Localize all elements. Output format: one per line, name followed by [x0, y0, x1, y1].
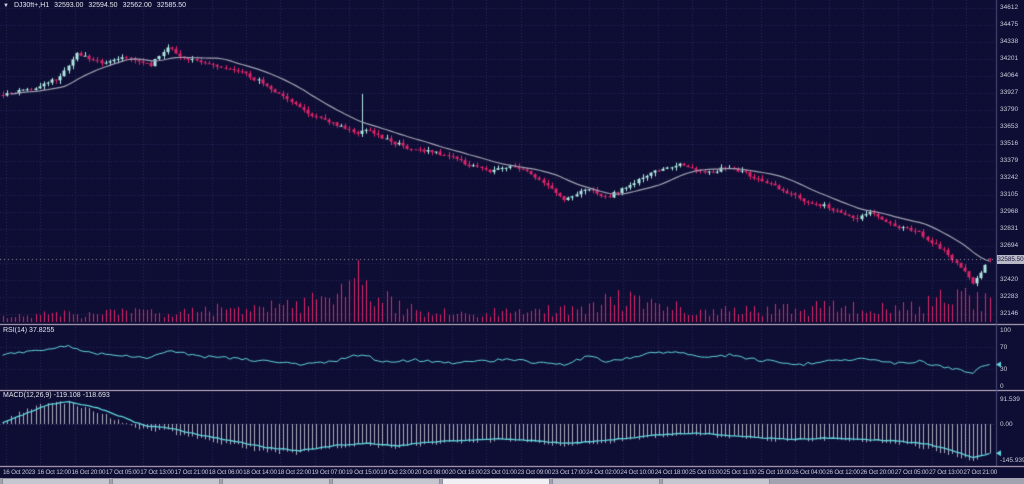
time-axis-label: 26 Oct 20:00: [860, 469, 895, 476]
chart-tab-active[interactable]: [442, 478, 550, 484]
symbol-dropdown-icon[interactable]: ▼: [3, 2, 9, 9]
rsi-indicator-label: RSI(14) 37.8255: [3, 327, 55, 334]
price-axis-label: 32420: [1000, 276, 1019, 283]
time-axis-label: 26 Oct 12:00: [826, 469, 860, 476]
time-axis-label: 25 Oct 03:00: [689, 469, 723, 476]
price-axis-label: 34475: [1000, 21, 1019, 28]
price-axis-label: 32831: [1000, 225, 1019, 232]
chart-tab[interactable]: [552, 478, 660, 484]
price-axis-label: 33790: [1000, 106, 1019, 113]
ohlc-close: 32585.50: [156, 2, 186, 9]
time-axis-label: 19 Oct 15:00: [346, 469, 380, 476]
chart-tab[interactable]: [222, 478, 330, 484]
time-axis-label: 26 Oct 04:00: [791, 469, 826, 476]
rsi-axis-label: 30: [1000, 365, 1008, 373]
price-axis-label: 32283: [1000, 293, 1019, 300]
time-axis-label: 18 Oct 14:00: [243, 469, 277, 476]
chart-tab[interactable]: [2, 478, 110, 484]
price-axis-label: 32968: [1000, 208, 1019, 215]
time-axis-label: 24 Oct 02:00: [586, 469, 620, 476]
time-axis-label: 24 Oct 10:00: [620, 469, 655, 476]
time-axis-label: 27 Oct 21:00: [963, 469, 998, 476]
chart-tab-bar: [0, 478, 1024, 484]
time-axis-label: 20 Oct 16:00: [448, 469, 483, 476]
time-axis-label: 24 Oct 18:00: [654, 469, 689, 476]
time-axis-label: 27 Oct 05:00: [894, 469, 929, 476]
time-axis-label: 18 Oct 06:00: [208, 469, 243, 476]
rsi-axis-label: 70: [1000, 343, 1008, 351]
time-axis-label: 19 Oct 07:00: [311, 469, 346, 476]
price-axis-label: 33242: [1000, 174, 1019, 181]
time-axis-label: 27 Oct 13:00: [929, 469, 963, 476]
time-axis-label: 23 Oct 01:00: [483, 469, 517, 476]
price-axis-label: 34338: [1000, 38, 1019, 45]
price-axis-label: 33516: [1000, 140, 1019, 147]
price-axis-label: 34612: [1000, 4, 1019, 11]
macd-axis-label: 0.00: [1000, 421, 1013, 428]
price-axis-label: 33927: [1000, 89, 1019, 96]
macd-axis-label: 91.539: [1000, 396, 1020, 403]
price-axis-label: 32694: [1000, 242, 1019, 249]
symbol-title[interactable]: DJ30ft+,H1: [13, 2, 50, 9]
time-axis-label: 17 Oct 05:00: [105, 469, 140, 476]
time-axis-label: 18 Oct 22:00: [277, 469, 312, 476]
price-axis-label: 33379: [1000, 157, 1019, 164]
time-axis-label: 19 Oct 23:00: [380, 469, 414, 476]
chart-tab[interactable]: [662, 478, 770, 484]
rsi-axis-label: 0: [1000, 382, 1004, 390]
price-axis-label: 33653: [1000, 123, 1019, 130]
rsi-axis-label: 100: [1000, 327, 1011, 334]
time-axis-label: 20 Oct 08:00: [414, 469, 449, 476]
time-axis-label: 25 Oct 11:00: [723, 469, 757, 476]
chart-tab[interactable]: [332, 478, 440, 484]
chart-header: ▼ DJ30ft+,H1 32593.00 32594.50 32562.00 …: [3, 2, 186, 9]
time-axis-label: 23 Oct 17:00: [551, 469, 586, 476]
price-axis-label: 32146: [1000, 310, 1019, 317]
price-axis-label: 33105: [1000, 191, 1019, 198]
price-axis-label: 34201: [1000, 55, 1019, 62]
ohlc-low: 32562.00: [122, 2, 152, 9]
time-axis-label: 16 Oct 2023: [3, 469, 36, 476]
time-axis-label: 25 Oct 19:00: [757, 469, 792, 476]
price-axis-label: 34064: [1000, 72, 1019, 79]
time-axis-label: 17 Oct 13:00: [140, 469, 174, 476]
ohlc-open: 32593.00: [54, 2, 84, 9]
ohlc-high: 32594.50: [88, 2, 118, 9]
time-axis-label: 16 Oct 20:00: [71, 469, 106, 476]
macd-indicator-label: MACD(12,26,9) -119.108 -118.693: [3, 392, 110, 399]
current-price-badge: 32585.50: [997, 255, 1024, 265]
time-axis-label: 23 Oct 09:00: [517, 469, 552, 476]
chart-tab[interactable]: [112, 478, 220, 484]
time-axis-label: 16 Oct 12:00: [37, 469, 71, 476]
time-axis-label: 17 Oct 21:00: [174, 469, 209, 476]
macd-axis-label: -145.939: [1000, 457, 1024, 464]
